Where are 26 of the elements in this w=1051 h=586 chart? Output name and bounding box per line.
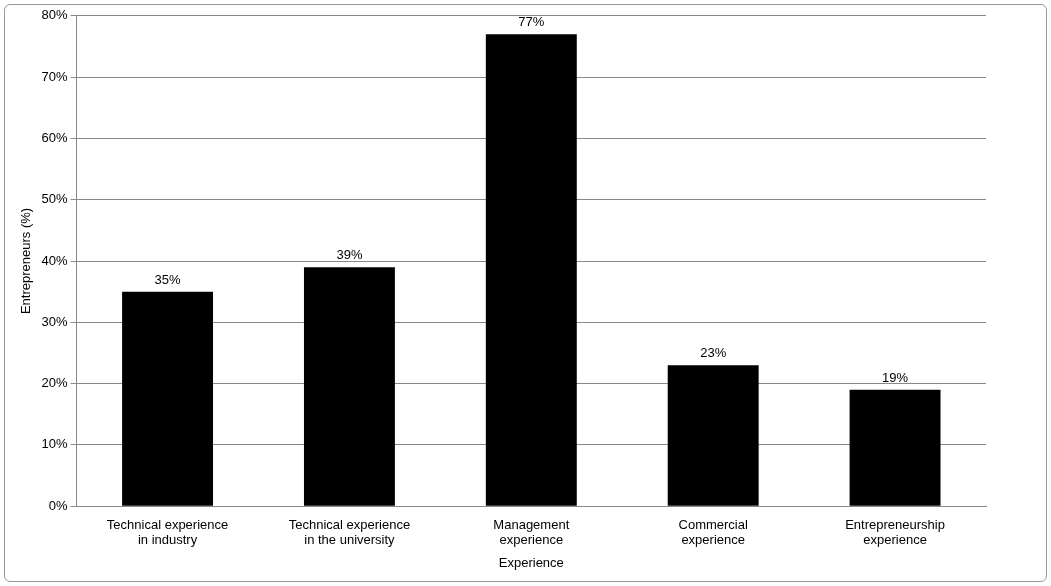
bar [303, 267, 395, 506]
y-tick-label: 80% [41, 7, 69, 23]
bar [849, 389, 941, 506]
bar [485, 34, 577, 506]
x-axis-title: Experience [498, 554, 564, 570]
x-tick-label: Entrepreneurship experience [845, 516, 945, 548]
x-tick-label: Commercial experience [678, 516, 748, 548]
bar [122, 291, 214, 506]
data-label: 19% [882, 369, 909, 385]
y-tick-label: 60% [41, 129, 69, 145]
y-tick-label: 20% [41, 375, 69, 391]
y-tick-label: 10% [41, 436, 69, 452]
y-axis-title: Entrepreneurs (%) [18, 207, 34, 315]
data-label: 35% [154, 271, 181, 287]
x-tick-label: Technical experience in industry [106, 516, 229, 548]
data-label: 23% [700, 345, 727, 361]
bar [667, 365, 759, 506]
data-label: 77% [518, 14, 545, 30]
y-tick-label: 30% [41, 313, 69, 329]
y-tick-label: 70% [41, 68, 69, 84]
x-tick-label: Management experience [493, 516, 570, 548]
y-tick-label: 40% [41, 252, 69, 268]
y-tick-label: 50% [41, 191, 69, 207]
x-tick-label: Technical experience in the university [288, 516, 411, 548]
y-tick-label: 0% [48, 497, 69, 513]
data-label: 39% [336, 247, 363, 263]
